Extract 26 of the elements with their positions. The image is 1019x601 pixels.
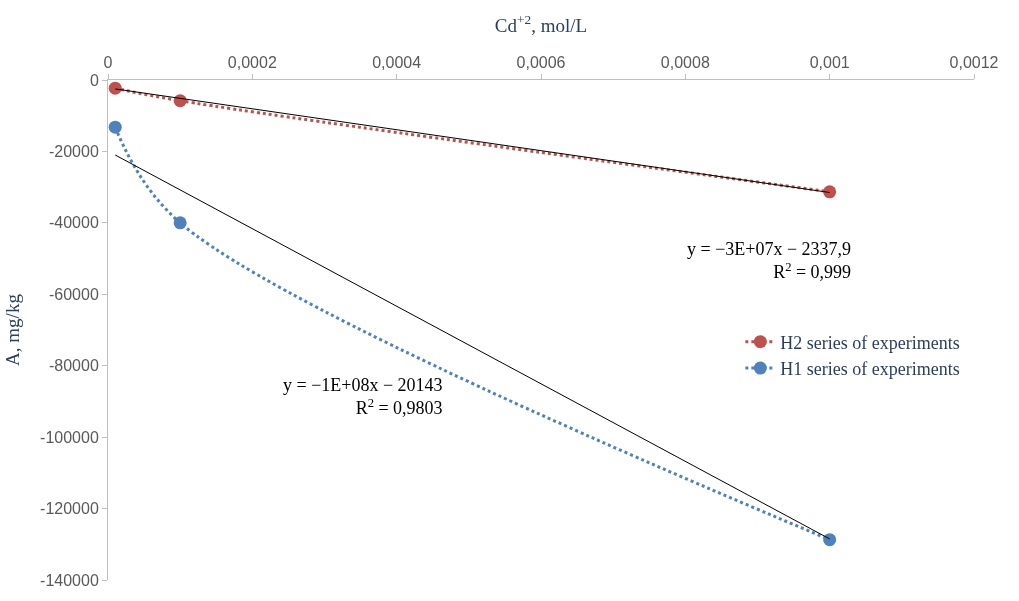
- point: [173, 216, 187, 230]
- y-tick-label: -140000: [40, 571, 99, 589]
- y-axis-title: A, mg/kg: [1, 293, 23, 366]
- y-tick-label: -20000: [48, 143, 99, 161]
- y-tick-label: -60000: [48, 285, 99, 303]
- x-tick-label: 0: [103, 53, 113, 71]
- annotation: y = −1E+08x − 20143 R$^{2}$ = 0,9803: [283, 375, 443, 419]
- y-tick-label: -40000: [48, 214, 99, 232]
- point: [108, 81, 122, 95]
- x-tick-label: 0,001: [809, 53, 850, 71]
- x-tick-label: 0,0012: [949, 53, 999, 71]
- point: [823, 185, 837, 199]
- legend-label: H1 series of experiments: [780, 359, 960, 380]
- point: [108, 120, 122, 134]
- y-tick-label: -120000: [40, 500, 99, 518]
- annotation: y = −3E+07x − 2337,9 R$^{2}$ = 0,999: [687, 239, 852, 283]
- x-tick-label: 0,0002: [227, 53, 277, 71]
- x-tick-label: 0,0006: [516, 53, 566, 71]
- x-axis-title: Cd$^{+2}$, mol/L: [494, 12, 588, 37]
- legend-label: H2 series of experiments: [780, 332, 960, 353]
- y-tick-label: -80000: [48, 357, 99, 375]
- x-tick-label: 0,0008: [660, 53, 710, 71]
- y-tick-label: -100000: [40, 428, 99, 446]
- point: [823, 533, 837, 547]
- y-tick-label: 0: [89, 71, 99, 89]
- x-tick-label: 0,0004: [372, 53, 422, 71]
